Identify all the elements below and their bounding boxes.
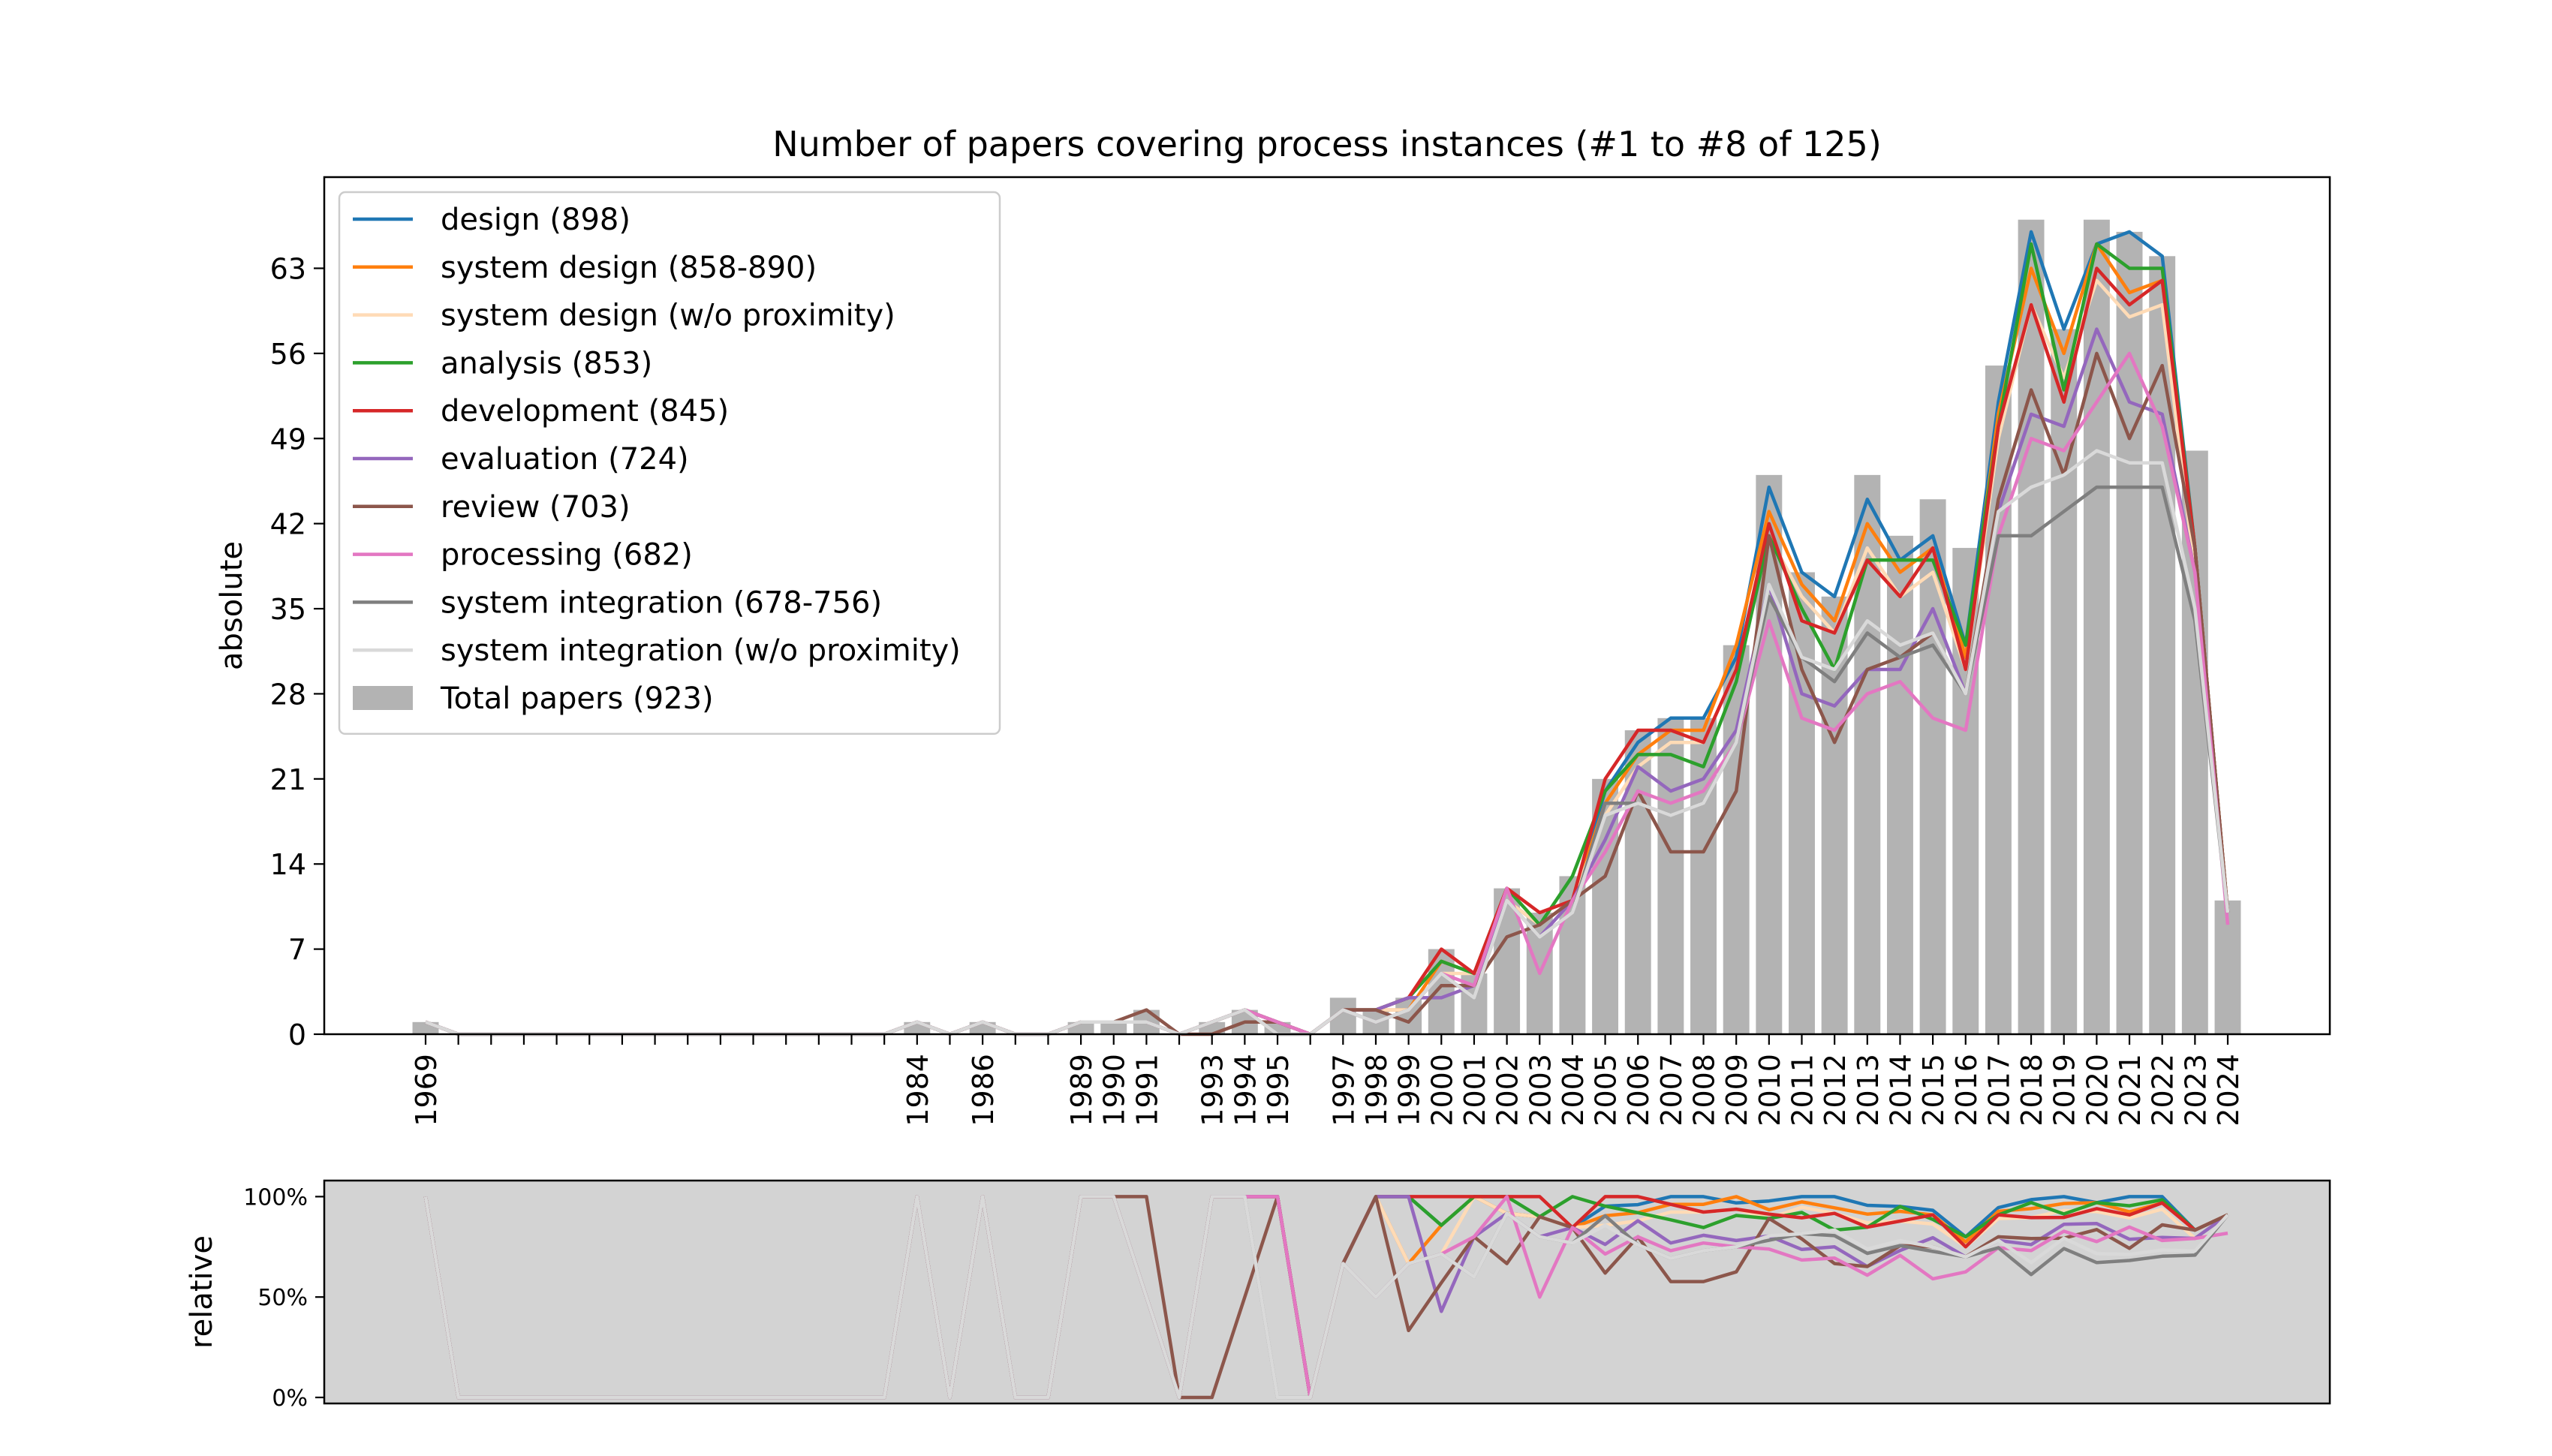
relative-y-tick-label-2: 100% — [243, 1184, 308, 1211]
y-tick-label-42: 42 — [270, 508, 306, 541]
bar-2012 — [1821, 596, 1848, 1034]
bar-2018 — [2018, 219, 2045, 1034]
legend-swatch-bars — [353, 686, 413, 710]
x-tick-label-1969: 1969 — [410, 1054, 443, 1127]
relative-line-9 — [423, 1195, 2229, 1400]
x-tick-label-2019: 2019 — [2048, 1054, 2081, 1127]
x-tick-label-1999: 1999 — [1393, 1054, 1426, 1127]
x-tick-label-2007: 2007 — [1655, 1054, 1688, 1127]
x-tick-label-2008: 2008 — [1688, 1054, 1721, 1127]
bar-1999 — [1395, 997, 1422, 1034]
relative-y-axis: 0% 50% 100% — [243, 1184, 324, 1412]
x-tick-label-1984: 1984 — [901, 1054, 934, 1127]
chart-title: Number of papers covering process instan… — [772, 124, 1882, 164]
x-tick-label-2010: 2010 — [1753, 1054, 1786, 1127]
bar-2015 — [1919, 499, 1946, 1034]
bar-2011 — [1789, 572, 1815, 1034]
bar-2007 — [1657, 717, 1684, 1034]
x-tick-label-1998: 1998 — [1360, 1054, 1393, 1127]
x-tick-label-1997: 1997 — [1327, 1054, 1360, 1127]
bar-1990 — [1100, 1021, 1127, 1034]
y-tick-label-21: 21 — [270, 763, 306, 796]
bar-2014 — [1886, 535, 1913, 1034]
relative-series-layer — [423, 1195, 2229, 1400]
relative-plot: 0% 50% 100% relative — [185, 1179, 2331, 1412]
y-tick-label-28: 28 — [270, 678, 306, 711]
legend-entry-2: system design (w/o proximity) — [441, 299, 895, 333]
y-tick-label-14: 14 — [270, 848, 306, 881]
legend: design (898) system design (858-890) syste… — [338, 191, 1001, 736]
y-tick-label-7: 7 — [288, 934, 306, 967]
x-tick-label-2020: 2020 — [2081, 1054, 2114, 1127]
relative-plot-frame — [323, 1179, 2331, 1405]
legend-entry-bars: Total papers (923) — [440, 681, 714, 716]
x-tick-label-2017: 2017 — [1982, 1054, 2015, 1127]
x-tick-label-2002: 2002 — [1491, 1054, 1524, 1127]
bar-2006 — [1624, 730, 1651, 1034]
x-tick-label-2000: 2000 — [1425, 1054, 1458, 1127]
y-tick-label-63: 63 — [270, 252, 306, 285]
y-tick-label-49: 49 — [270, 423, 306, 456]
x-tick-label-2001: 2001 — [1458, 1054, 1491, 1127]
relative-y-axis-label: relative — [185, 1235, 219, 1349]
x-tick-label-2016: 2016 — [1950, 1054, 1983, 1127]
bar-2020 — [2083, 219, 2110, 1034]
relative-plot-background — [324, 1181, 2330, 1403]
x-tick-label-1995: 1995 — [1262, 1054, 1295, 1127]
x-tick-label-1993: 1993 — [1196, 1054, 1229, 1127]
x-tick-label-2023: 2023 — [2179, 1054, 2212, 1127]
legend-entry-9: system integration (w/o proximity) — [441, 633, 961, 668]
x-tick-label-2006: 2006 — [1622, 1054, 1655, 1127]
bar-2008 — [1690, 717, 1717, 1034]
x-tick-label-2003: 2003 — [1524, 1054, 1557, 1127]
main-plot-frame — [323, 176, 2331, 1036]
x-tick-label-2015: 2015 — [1917, 1054, 1950, 1127]
legend-entry-7: processing (682) — [441, 538, 693, 573]
legend-entry-6: review (703) — [441, 490, 630, 525]
legend-entry-5: evaluation (724) — [441, 442, 689, 477]
x-tick-label-1994: 1994 — [1229, 1054, 1262, 1127]
legend-entry-1: system design (858-890) — [441, 251, 817, 285]
y-tick-label-0: 0 — [288, 1018, 306, 1051]
x-tick-label-1991: 1991 — [1130, 1054, 1163, 1127]
x-tick-label-2024: 2024 — [2212, 1054, 2245, 1127]
x-tick-label-2011: 2011 — [1786, 1054, 1819, 1127]
y-tick-label-35: 35 — [270, 593, 306, 626]
x-tick-label-1990: 1990 — [1098, 1054, 1131, 1127]
x-tick-label-2012: 2012 — [1819, 1054, 1852, 1127]
x-tick-label-1989: 1989 — [1065, 1054, 1098, 1127]
legend-frame — [338, 191, 1001, 736]
x-tick-label-2022: 2022 — [2147, 1054, 2180, 1127]
x-tick-label-2009: 2009 — [1720, 1054, 1753, 1127]
y-axis: 0 7 14 21 28 35 42 49 56 63 — [270, 252, 324, 1051]
x-tick-label-2013: 2013 — [1852, 1054, 1885, 1127]
x-axis: 1969 1984 1986 1989 1990 1991 1993 1994 1995 1997… — [410, 1034, 2245, 1127]
relative-y-tick-label-1: 50% — [257, 1285, 308, 1311]
legend-entry-0: design (898) — [441, 203, 630, 237]
legend-entry-3: analysis (853) — [441, 346, 652, 381]
legend-entry-8: system integration (678-756) — [441, 585, 882, 620]
x-tick-label-2014: 2014 — [1884, 1054, 1917, 1127]
x-tick-label-2004: 2004 — [1557, 1054, 1590, 1127]
x-tick-label-2005: 2005 — [1590, 1054, 1623, 1127]
x-tick-label-2021: 2021 — [2114, 1054, 2147, 1127]
bar-layer — [412, 219, 2241, 1035]
y-axis-label: absolute — [215, 541, 249, 670]
x-tick-label-2018: 2018 — [2015, 1054, 2048, 1127]
y-tick-label-56: 56 — [270, 338, 306, 371]
x-tick-label-1986: 1986 — [967, 1054, 1000, 1127]
legend-entry-4: development (845) — [441, 394, 729, 429]
relative-y-tick-label-0: 0% — [272, 1385, 308, 1412]
